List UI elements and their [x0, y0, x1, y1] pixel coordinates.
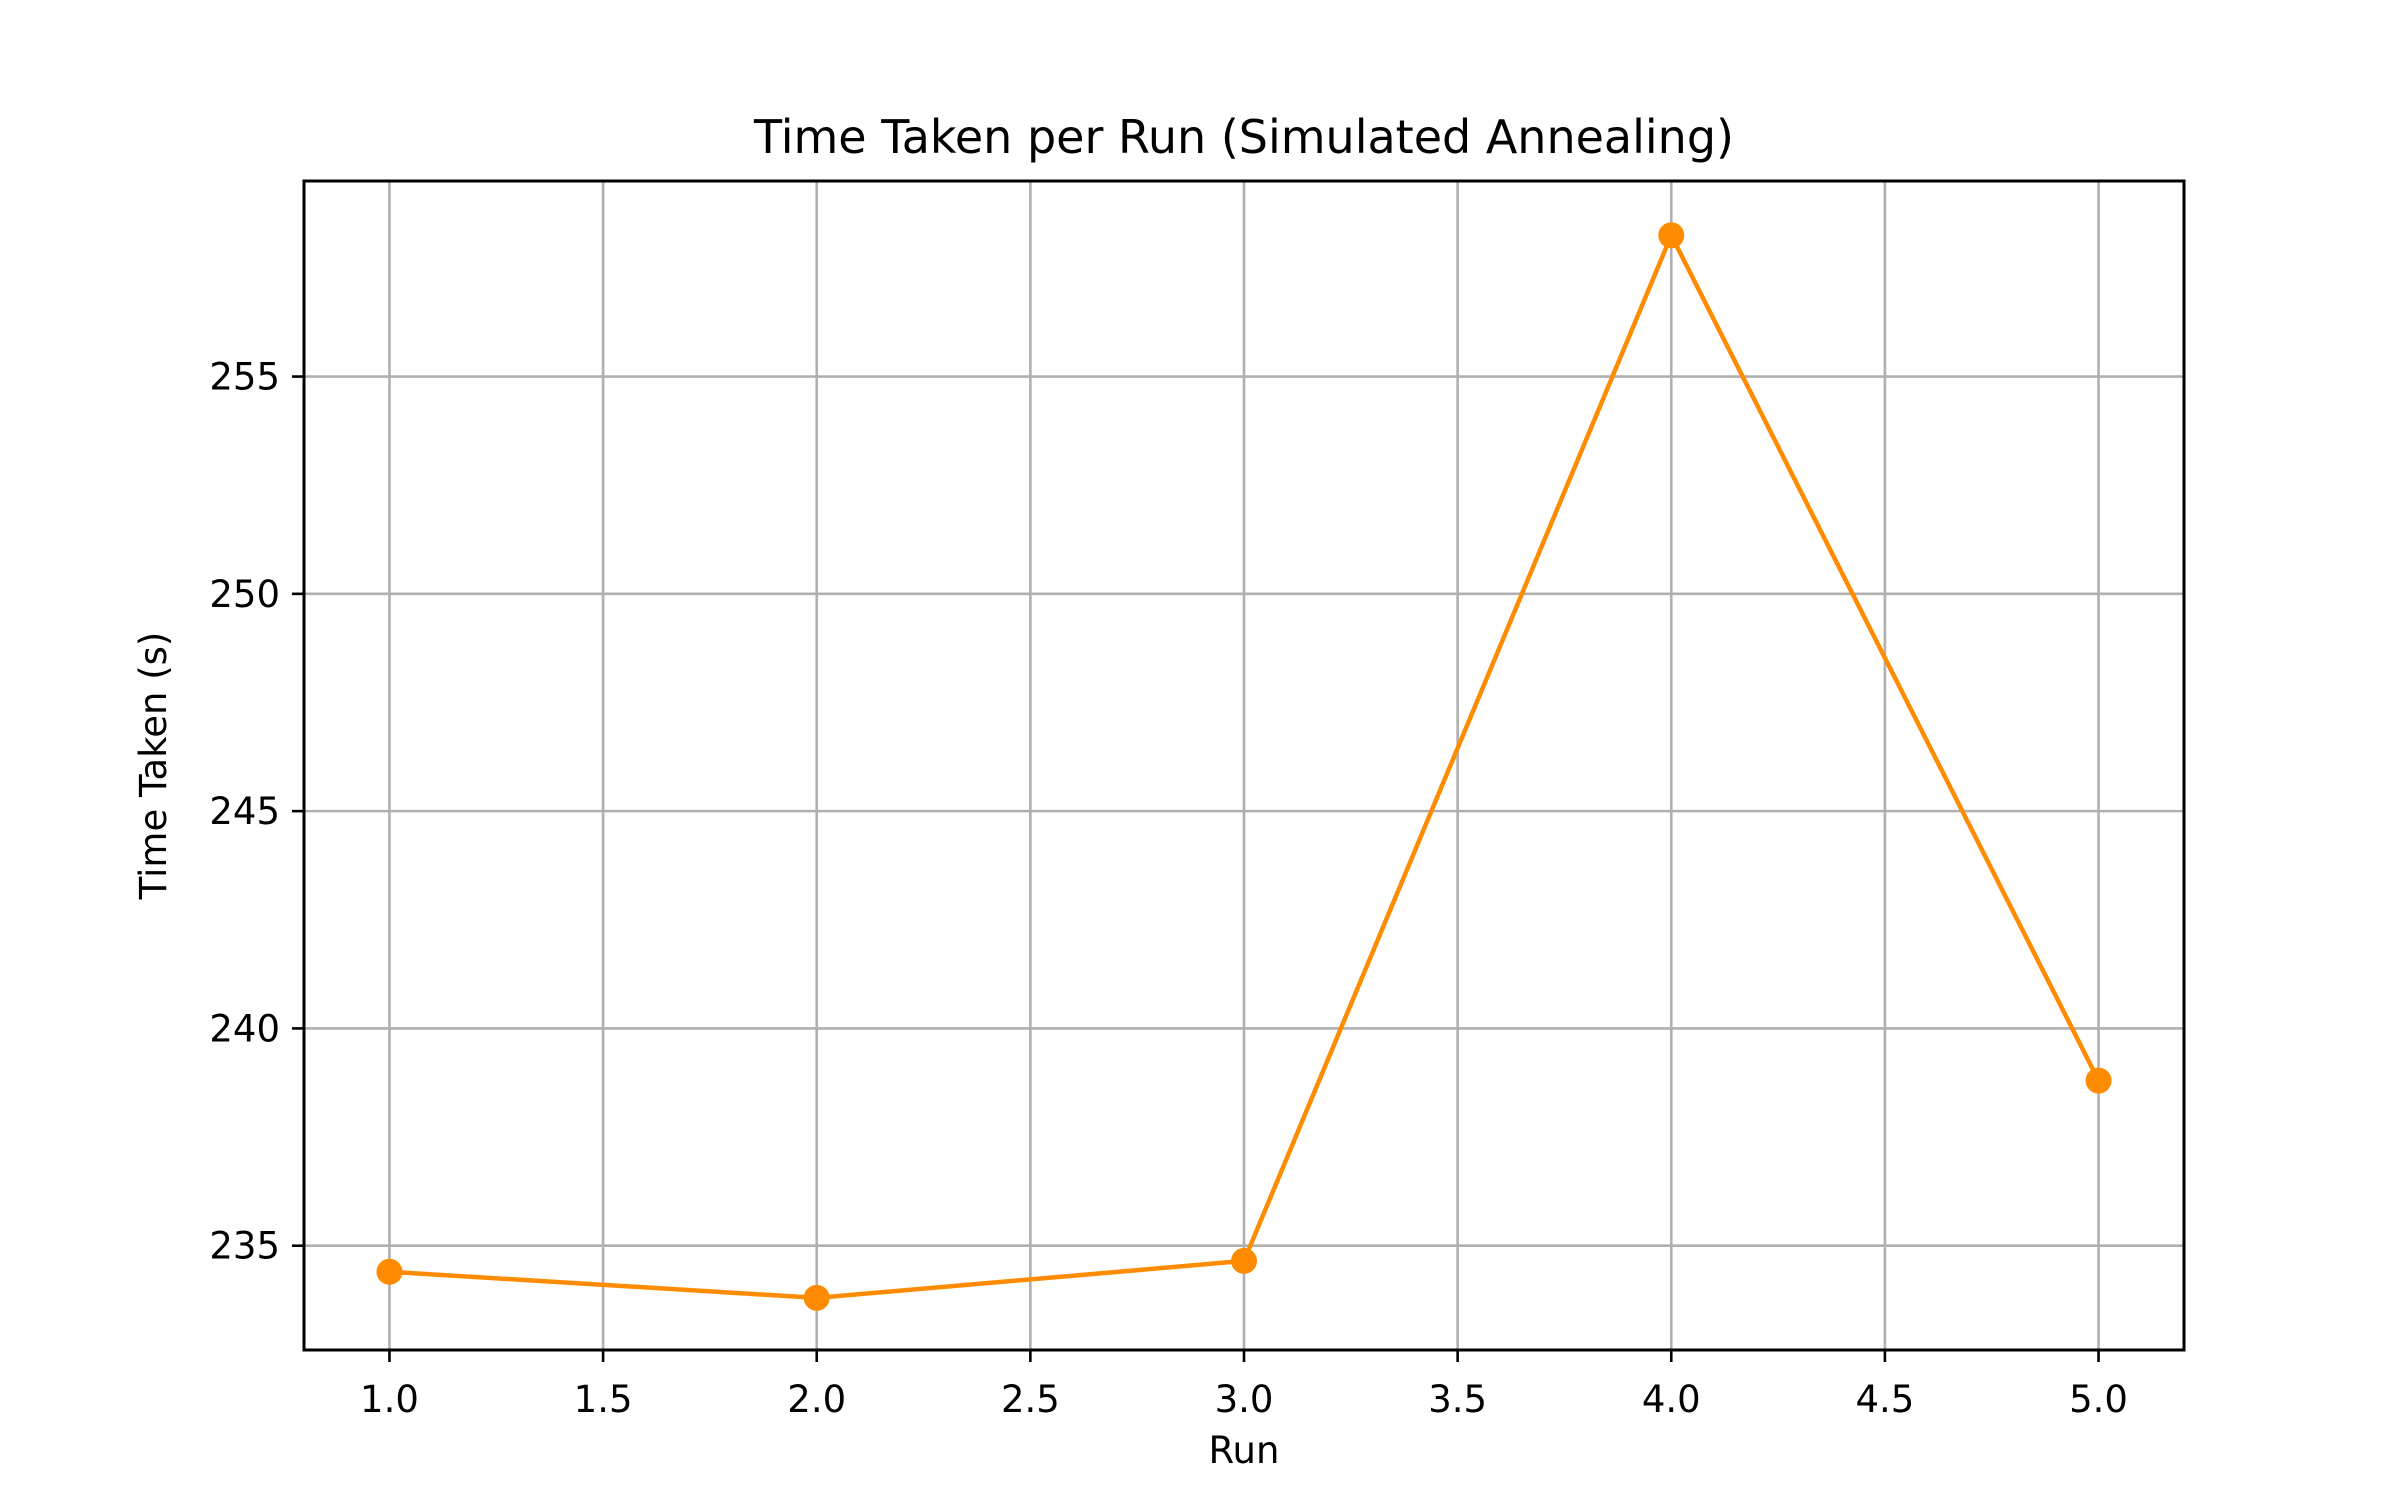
x-axis-label: Run: [1209, 1429, 1280, 1472]
data-point: [1231, 1247, 1257, 1274]
ticks: 1.0 1.5 2.0 2.5 3.0 3.5 4.0 4.5 5.0 235 240 245 250 2…: [209, 356, 2128, 1421]
y-axis-label: Time Taken (s): [132, 632, 175, 901]
series: [376, 222, 2112, 1311]
y-tick-label: 255: [209, 356, 280, 399]
x-tick-label: 1.5: [574, 1378, 633, 1421]
x-tick-label: 2.5: [1001, 1378, 1060, 1421]
x-tick-label: 3.0: [1215, 1378, 1274, 1421]
x-tick-label: 5.0: [2069, 1378, 2128, 1421]
x-tick-label: 4.0: [1642, 1378, 1701, 1421]
x-tick-label: 4.5: [1855, 1378, 1914, 1421]
plot-frame: [302, 179, 2186, 1352]
data-point: [803, 1284, 830, 1311]
x-tick-label: 1.0: [360, 1378, 419, 1421]
y-tick-label: 250: [209, 573, 280, 616]
x-tick-label: 3.5: [1428, 1378, 1487, 1421]
chart-title: Time Taken per Run (Simulated Annealing): [753, 110, 1734, 164]
grid: [304, 181, 2184, 1350]
data-point: [1658, 222, 1685, 249]
x-tick-label: 2.0: [787, 1378, 846, 1421]
y-tick-label: 240: [209, 1007, 280, 1050]
y-tick-label: 245: [209, 790, 280, 833]
data-point: [376, 1258, 403, 1285]
y-tick-label: 235: [209, 1225, 280, 1268]
data-point: [2085, 1067, 2112, 1094]
